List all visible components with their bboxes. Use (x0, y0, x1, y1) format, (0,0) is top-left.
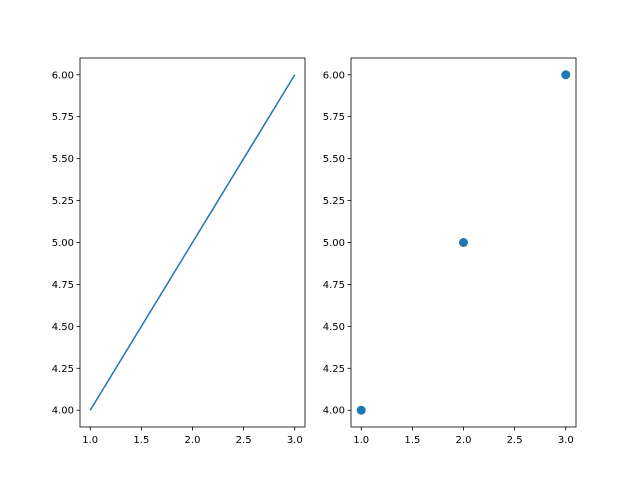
y-tick: 4.50 (323, 322, 351, 333)
y-tick: 5.25 (323, 196, 351, 207)
x-tick: 2.5 (236, 427, 252, 446)
y-tick-label: 5.50 (52, 154, 74, 165)
y-tick-label: 4.50 (323, 322, 345, 333)
y-tick: 4.00 (323, 406, 351, 417)
y-tick-label: 6.00 (323, 70, 345, 81)
y-tick: 4.75 (52, 280, 80, 291)
y-tick: 5.00 (52, 238, 80, 249)
x-tick-label: 1.0 (82, 435, 98, 446)
x-tick: 2.0 (185, 427, 201, 446)
x-tick-label: 2.5 (236, 435, 252, 446)
x-tick-label: 2.0 (456, 435, 472, 446)
y-tick: 5.25 (52, 196, 80, 207)
x-tick: 1.0 (82, 427, 98, 446)
y-tick-label: 4.75 (323, 280, 345, 291)
y-tick: 4.25 (52, 364, 80, 375)
y-tick-label: 4.25 (52, 364, 74, 375)
axes-frame (79, 57, 306, 428)
y-tick-label: 5.50 (323, 154, 345, 165)
y-tick: 6.00 (52, 70, 80, 81)
x-tick-label: 1.5 (404, 435, 420, 446)
y-tick-label: 4.75 (52, 280, 74, 291)
y-tick: 5.75 (52, 112, 80, 123)
y-tick-label: 5.25 (323, 196, 345, 207)
series-line (89, 74, 296, 411)
subplot-1: 1.0 1.5 2.0 2.5 3.0 4.00 4.25 4.50 4.75 5.00 5.25 5… (52, 57, 306, 446)
x-tick-label: 1.0 (353, 435, 369, 446)
x-tick: 1.5 (404, 427, 420, 446)
y-tick: 5.50 (323, 154, 351, 165)
x-tick: 3.0 (558, 427, 574, 446)
x-tick: 2.5 (507, 427, 523, 446)
y-tick: 6.00 (323, 70, 351, 81)
y-tick-label: 4.00 (52, 406, 74, 417)
x-tick-label: 2.0 (185, 435, 201, 446)
x-tick: 2.0 (456, 427, 472, 446)
y-tick: 5.75 (323, 112, 351, 123)
y-tick-label: 5.25 (52, 196, 74, 207)
x-tick-label: 3.0 (287, 435, 303, 446)
y-tick-label: 5.75 (323, 112, 345, 123)
x-tick-label: 2.5 (507, 435, 523, 446)
y-tick: 4.50 (52, 322, 80, 333)
x-tick-label: 1.5 (133, 435, 149, 446)
y-tick-label: 5.00 (52, 238, 74, 249)
y-tick: 5.00 (323, 238, 351, 249)
y-tick: 4.25 (323, 364, 351, 375)
y-tick: 5.50 (52, 154, 80, 165)
axes-frame (350, 57, 577, 428)
y-tick-label: 5.75 (52, 112, 74, 123)
y-tick-label: 6.00 (52, 70, 74, 81)
y-tick: 4.00 (52, 406, 80, 417)
y-tick-label: 4.50 (52, 322, 74, 333)
x-tick: 1.0 (353, 427, 369, 446)
y-tick-label: 4.25 (323, 364, 345, 375)
y-tick-label: 5.00 (323, 238, 345, 249)
scatter-point (356, 405, 366, 415)
scatter-point (561, 70, 571, 80)
x-tick: 1.5 (133, 427, 149, 446)
scatter-point (459, 238, 468, 247)
y-tick: 4.75 (323, 280, 351, 291)
y-tick-label: 4.00 (323, 406, 345, 417)
x-tick-label: 3.0 (558, 435, 574, 446)
x-tick: 3.0 (287, 427, 303, 446)
subplot-2: 1.0 1.5 2.0 2.5 3.0 4.00 4.25 4.50 4.75 5.00 5.25 5… (323, 57, 577, 446)
